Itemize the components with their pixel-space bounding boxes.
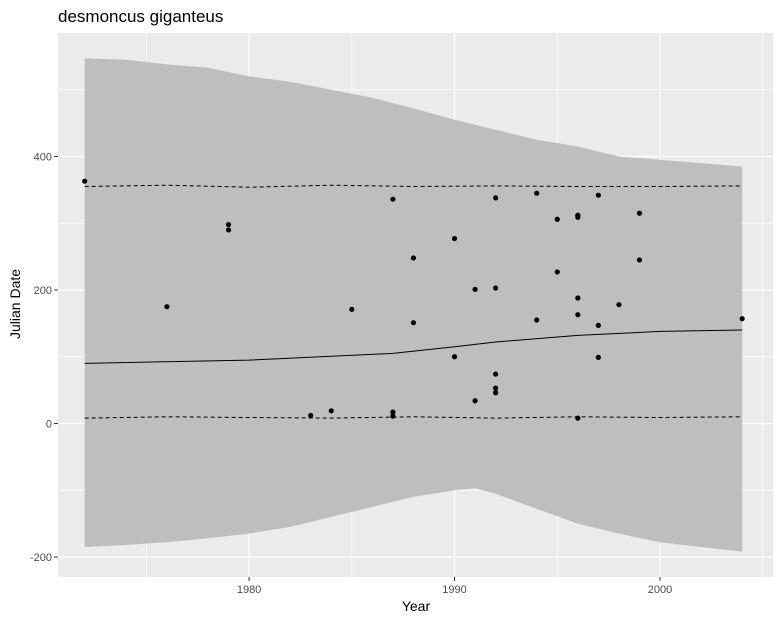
data-point <box>595 192 601 198</box>
lower-dashed-line <box>84 416 743 419</box>
data-point <box>493 390 499 396</box>
data-point <box>472 286 478 292</box>
upper-dashed-line <box>84 184 743 188</box>
chart-title: desmoncus giganteus <box>58 7 223 26</box>
data-point <box>575 214 581 220</box>
data-point <box>349 306 355 312</box>
prediction-band <box>84 58 743 552</box>
data-point <box>225 221 232 228</box>
data-point <box>451 354 458 360</box>
data-point <box>493 195 499 201</box>
x-tick-label: 2000 <box>648 584 672 596</box>
data-point <box>225 227 232 233</box>
data-point <box>534 317 540 323</box>
data-point <box>554 269 560 275</box>
data-point <box>595 354 601 360</box>
data-point <box>739 316 745 322</box>
data-point <box>575 295 581 301</box>
y-axis: -200 0 200 400 <box>30 151 58 564</box>
y-tick-label: 0 <box>46 418 52 430</box>
data-point <box>616 302 622 308</box>
data-point <box>410 320 417 326</box>
data-point <box>390 413 396 419</box>
y-tick-label: -200 <box>30 552 52 564</box>
fit-line <box>84 329 743 364</box>
data-point <box>164 304 170 310</box>
data-points <box>82 178 745 421</box>
data-point <box>575 312 581 318</box>
data-point <box>390 196 396 202</box>
data-point <box>451 235 458 242</box>
data-point <box>595 322 601 328</box>
data-point <box>534 190 540 196</box>
data-point <box>636 257 643 263</box>
data-point <box>575 415 581 421</box>
data-point <box>472 398 478 404</box>
data-point <box>554 216 560 222</box>
data-point <box>82 178 88 184</box>
data-point <box>410 255 417 261</box>
data-point <box>493 285 499 291</box>
y-tick-label: 400 <box>34 151 52 163</box>
data-point <box>328 408 334 414</box>
x-tick-label: 1980 <box>237 584 261 596</box>
y-tick-label: 200 <box>34 285 52 297</box>
data-point <box>493 371 499 377</box>
y-axis-title: Julian Date <box>7 269 23 339</box>
data-point <box>308 412 314 419</box>
data-point <box>636 210 643 216</box>
x-axis-title: Year <box>402 598 431 614</box>
x-tick-label: 1990 <box>442 584 466 596</box>
x-axis: 1980 1990 2000 <box>237 577 672 596</box>
data-point <box>493 385 499 391</box>
data-point <box>390 409 396 415</box>
